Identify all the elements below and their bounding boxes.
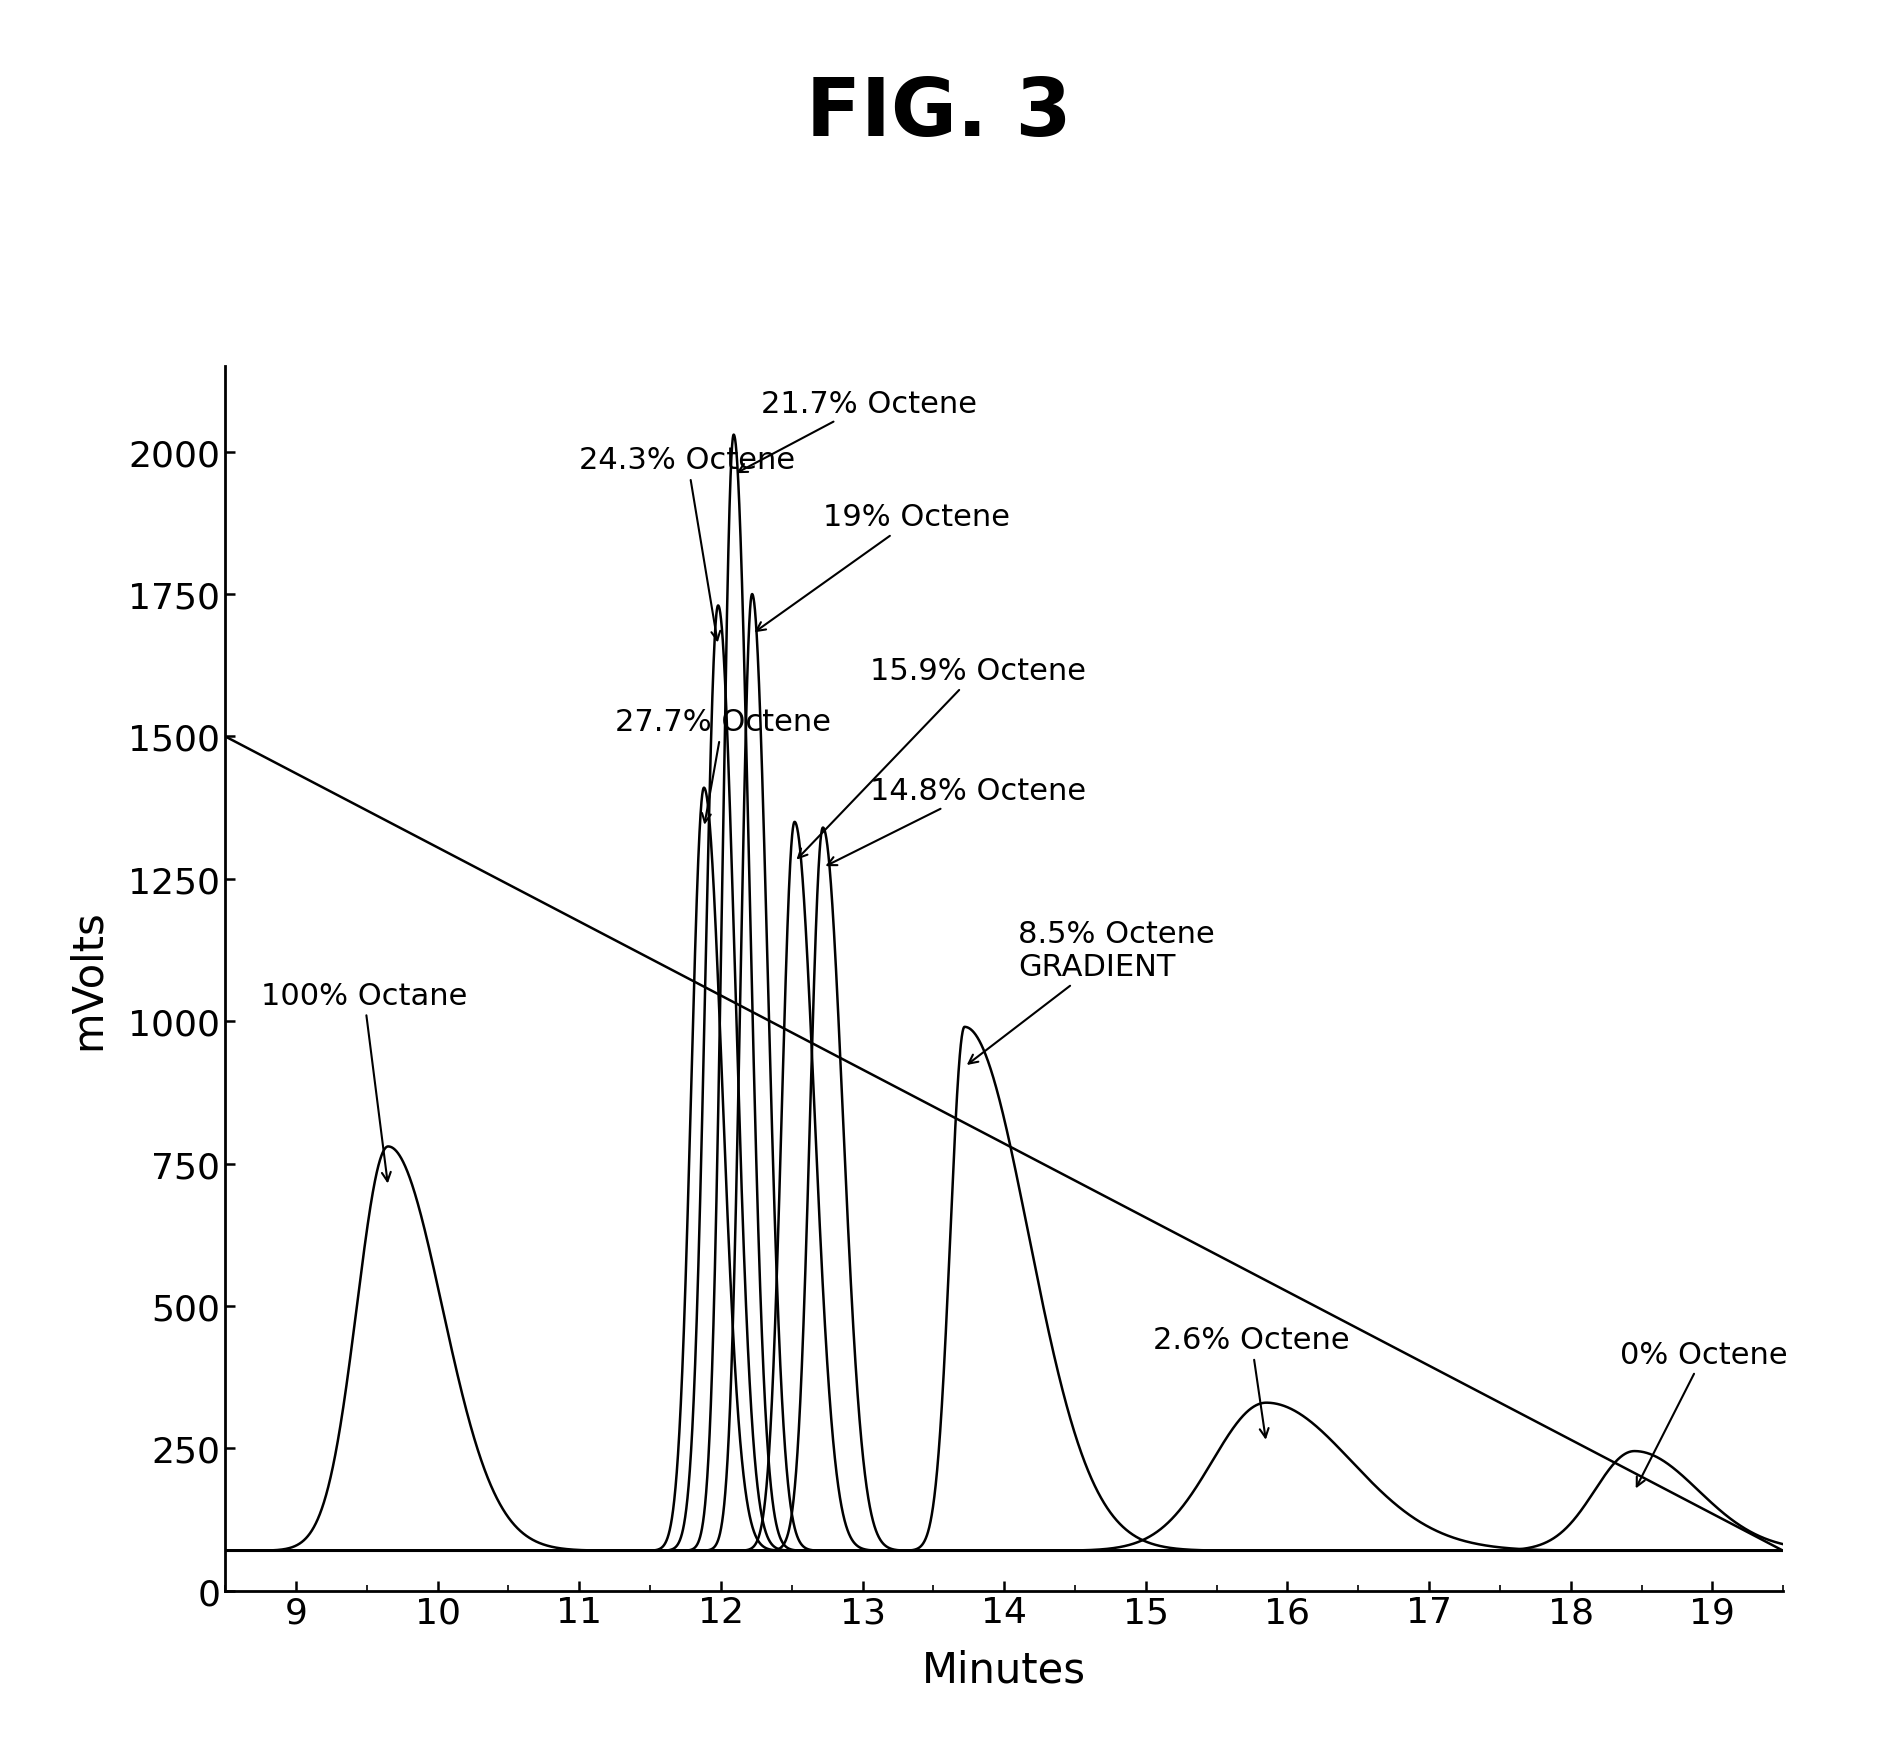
- Text: 8.5% Octene
GRADIENT: 8.5% Octene GRADIENT: [969, 919, 1214, 1065]
- Text: 19% Octene: 19% Octene: [756, 503, 1010, 631]
- Text: 100% Octane: 100% Octane: [261, 981, 467, 1182]
- Text: 24.3% Octene: 24.3% Octene: [580, 446, 796, 642]
- Text: 27.7% Octene: 27.7% Octene: [616, 708, 832, 823]
- Text: FIG. 3: FIG. 3: [805, 75, 1072, 152]
- Text: 14.8% Octene: 14.8% Octene: [828, 776, 1085, 865]
- Text: 21.7% Octene: 21.7% Octene: [738, 390, 976, 472]
- Y-axis label: mVolts: mVolts: [68, 909, 109, 1049]
- Text: 2.6% Octene: 2.6% Octene: [1152, 1325, 1350, 1437]
- X-axis label: Minutes: Minutes: [922, 1648, 1087, 1690]
- Text: 15.9% Octene: 15.9% Octene: [798, 657, 1085, 858]
- Text: 0% Octene: 0% Octene: [1620, 1339, 1789, 1486]
